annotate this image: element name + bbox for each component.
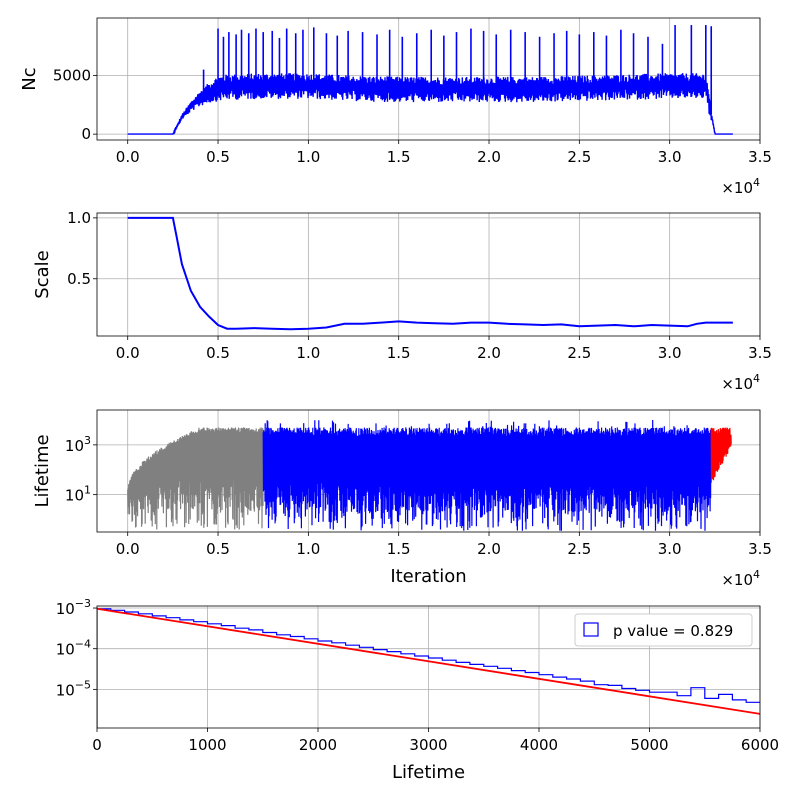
x-tick-label: 1.5 [387, 344, 411, 362]
y-tick-label: 0 [81, 125, 91, 143]
axes-frame [96, 17, 761, 141]
panel-scale: 0.0 0.5 1.0 1.5 2.0 2.5 3.0 3.5 0.5 1.0 Scale ×104 [32, 209, 772, 393]
x-tick-label: 1.0 [296, 540, 320, 558]
x-axis-label: Lifetime [392, 762, 465, 783]
legend-label: p value = 0.829 [613, 622, 733, 640]
x-tick-label: 6000 [741, 736, 779, 754]
x-tick-label: 3.0 [658, 540, 682, 558]
x-tick-label: 3.5 [748, 148, 772, 166]
x-tick-label: 0.5 [206, 148, 230, 166]
hist-step-series [97, 608, 760, 728]
x-multiplier-label: ×104 [721, 176, 760, 197]
x-tick-label: 3000 [409, 736, 447, 754]
y-tick-label: 10−5 [56, 678, 91, 699]
x-tick-label: 2000 [299, 736, 337, 754]
plot-area [127, 25, 733, 135]
panel-nc: 0.0 0.5 1.0 1.5 2.0 2.5 3.0 3.5 0 5000 Nc ×104 [19, 17, 772, 197]
x-tick-label: 0.0 [116, 148, 140, 166]
x-tick-label: 2.5 [567, 148, 591, 166]
x-axis-label: Iteration [390, 566, 466, 587]
lifetime-segment-0 [127, 427, 264, 530]
y-tick-label: 101 [65, 484, 91, 505]
y-axis-label: Nc [19, 67, 40, 90]
y-tick-label: 1.0 [67, 209, 91, 227]
x-tick-label: 0 [92, 736, 102, 754]
scale-series-line [127, 216, 733, 331]
y-tick-label: 103 [65, 434, 91, 455]
y-tick-label: 5000 [53, 66, 91, 84]
x-tick-label: 5000 [630, 736, 668, 754]
lifetime-segment-1 [262, 419, 712, 531]
x-tick-label: 2.0 [477, 148, 501, 166]
legend-box [574, 613, 753, 647]
legend-swatch [583, 622, 599, 637]
y-axis-label: Lifetime [32, 434, 53, 507]
x-tick-label: 1.5 [387, 148, 411, 166]
y-tick-label: 10−3 [56, 597, 91, 618]
x-tick-label: 1000 [188, 736, 226, 754]
x-tick-label: 2.0 [477, 540, 501, 558]
y-axis-label: Scale [32, 250, 53, 298]
x-tick-label: 4000 [520, 736, 558, 754]
x-tick-label: 3.0 [658, 344, 682, 362]
legend: p value = 0.829 [574, 613, 753, 647]
plot-area [127, 216, 733, 331]
fit-line [97, 607, 760, 715]
x-tick-label: 2.0 [477, 344, 501, 362]
axes-frame [96, 212, 761, 337]
x-tick-label: 3.0 [658, 148, 682, 166]
x-tick-label: 3.5 [748, 540, 772, 558]
x-tick-label: 1.0 [296, 344, 320, 362]
x-tick-label: 0.0 [116, 540, 140, 558]
x-tick-label: 2.5 [567, 344, 591, 362]
panel-hist: 0 1000 2000 3000 4000 5000 6000 10−5 10−4 10−3 p v… [56, 597, 779, 783]
x-tick-label: 0.5 [206, 540, 230, 558]
plot-area [97, 607, 760, 728]
x-tick-label: 0.0 [116, 344, 140, 362]
lifetime-segment-2 [710, 427, 732, 481]
x-tick-label: 0.5 [206, 344, 230, 362]
y-tick-label: 0.5 [67, 270, 91, 288]
y-tick-label: 10−4 [56, 638, 91, 659]
panel-lifetime: 0.0 0.5 1.0 1.5 2.0 2.5 3.0 3.5 101 103 Lifetime It… [32, 409, 772, 589]
plot-area [127, 419, 732, 531]
x-tick-label: 1.5 [387, 540, 411, 558]
x-tick-label: 1.0 [296, 148, 320, 166]
x-multiplier-label: ×104 [721, 372, 760, 393]
x-tick-label: 2.5 [567, 540, 591, 558]
x-tick-label: 3.5 [748, 344, 772, 362]
nc-series-line [127, 73, 733, 135]
axes-frame [96, 605, 761, 729]
x-multiplier-label: ×104 [721, 568, 760, 589]
axes-frame [96, 409, 761, 533]
